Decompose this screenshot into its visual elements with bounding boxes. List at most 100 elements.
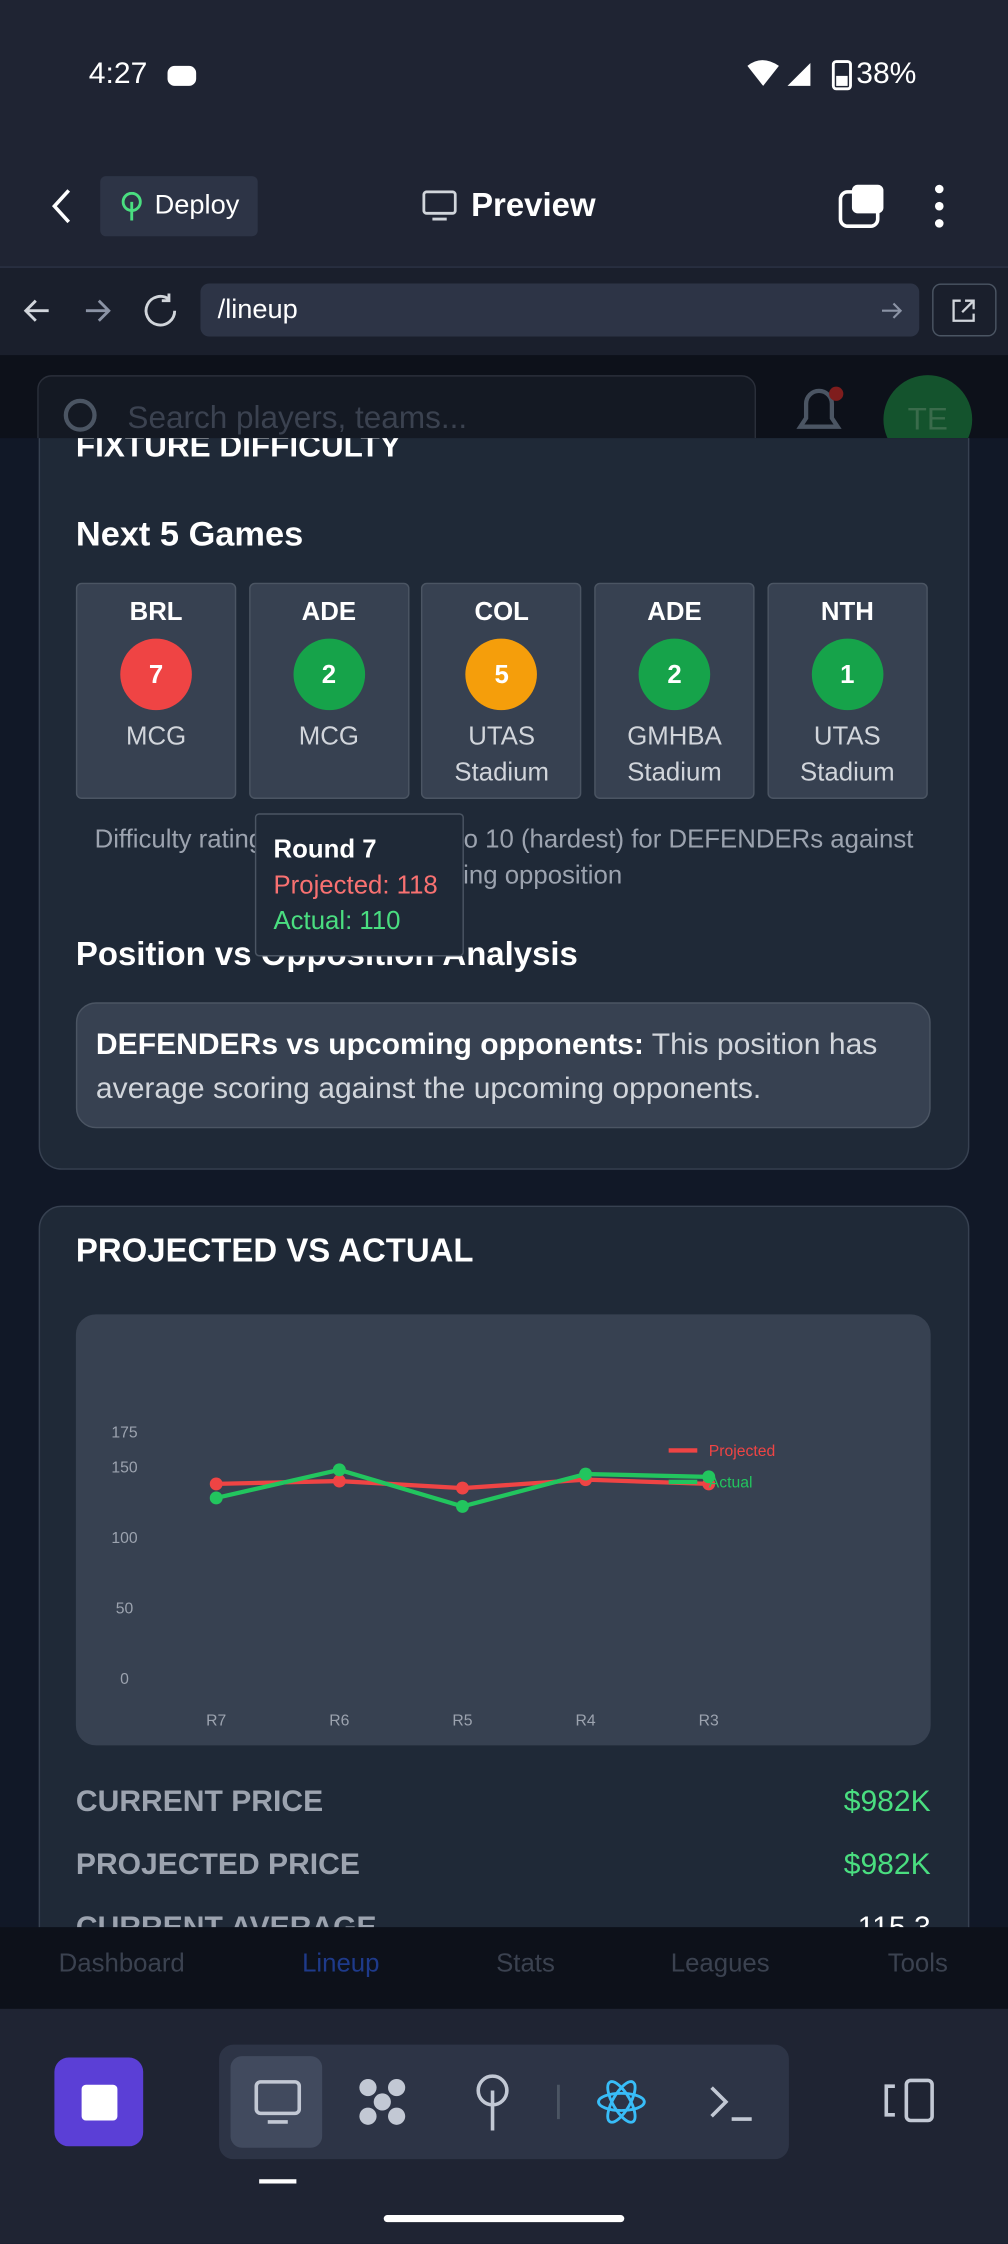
tab-indicator [259, 2179, 297, 2184]
price-label: CURRENT AVERAGE [76, 1911, 377, 1927]
url-field[interactable]: /lineup [200, 283, 920, 337]
x-tick-label: R3 [699, 1712, 719, 1729]
bottom-nav: Dashboard Lineup Stats Leagues Tools [0, 1927, 1008, 2009]
stop-button[interactable] [54, 2057, 144, 2147]
y-tick-label: 100 [111, 1530, 138, 1547]
y-tick-label: 175 [111, 1425, 138, 1442]
search-icon [63, 398, 97, 432]
fixture-venue: MCG [125, 721, 187, 751]
subtitle: Next 5 Games [75, 515, 304, 555]
y-tick-label: 0 [120, 1671, 129, 1688]
menu-button[interactable] [931, 183, 948, 229]
nav-item[interactable]: Tools [887, 1948, 948, 1978]
chart: 0 50 100 150 175 R7 R6 R5 R4 R3 Projected Actual [111, 1425, 775, 1730]
status-time: 4:27 [88, 57, 148, 91]
app-header: Search players, teams... TE [0, 355, 1008, 439]
fixture-team: ADE [647, 597, 702, 626]
go-icon [881, 302, 903, 319]
nav-buttons[interactable] [20, 293, 180, 328]
fixture-venue: GMHBA Stadium [627, 721, 722, 787]
analysis-label: DEFENDERs vs upcoming opponents: [95, 1028, 644, 1061]
tool-icons [254, 2074, 752, 2131]
content-inner: FIXTURE DIFFICULTY Next 5 Games BRL 7 MCG A… [0, 438, 1008, 1928]
difficulty-badge: 2 [638, 638, 711, 711]
legend-label: Actual [709, 1475, 753, 1492]
home-indicator [383, 2215, 625, 2223]
tooltip: Round 7 Projected: 118 Actual: 110 [254, 813, 464, 957]
x-tick-label: R5 [452, 1712, 472, 1729]
preview-icon [422, 190, 457, 221]
nav-item[interactable]: Dashboard [58, 1948, 185, 1978]
fixture-venue: UTAS Stadium [800, 721, 895, 787]
external-icon [952, 299, 975, 322]
fixture-team: ADE [301, 597, 357, 626]
x-tick-label: R6 [329, 1712, 349, 1729]
tooltip-title: Round 7 [273, 834, 377, 864]
price-value: 115.3 [858, 1911, 931, 1927]
battery-text: 38% [856, 57, 917, 91]
fixture: BRL 7 MCG [75, 582, 237, 799]
tabs-button[interactable] [838, 183, 887, 229]
chart-title: PROJECTED VS ACTUAL [75, 1231, 474, 1269]
point [209, 1491, 223, 1505]
back-button[interactable] [49, 186, 78, 226]
y-tick-label: 150 [111, 1460, 138, 1477]
fixture: COL 5 UTAS Stadium [421, 582, 582, 799]
status-icon [167, 65, 197, 86]
point [332, 1474, 346, 1488]
nav-item[interactable]: Leagues [670, 1948, 770, 1978]
avatar[interactable]: TE [883, 375, 973, 439]
y-tick-label: 50 [116, 1600, 134, 1617]
search-box[interactable]: Search players, teams... [37, 375, 756, 439]
difficulty-badge: 2 [293, 638, 365, 711]
difficulty-badge: 5 [465, 638, 538, 711]
point [579, 1467, 593, 1481]
url-text: /lineup [217, 294, 298, 326]
x-tick-label: R7 [206, 1712, 226, 1729]
deploy-label: Deploy [154, 190, 240, 221]
price-label: PROJECTED PRICE [75, 1848, 360, 1882]
difficulty-badge: 1 [811, 638, 884, 711]
status-icons [747, 60, 852, 91]
price-value: $982K [843, 1848, 931, 1882]
analysis-box: DEFENDERs vs upcoming opponents: This po… [75, 1002, 931, 1129]
tooltip-actual: Actual: 110 [273, 906, 401, 935]
search-placeholder: Search players, teams... [127, 399, 468, 436]
fixture: NTH 1 UTAS Stadium [767, 582, 928, 799]
deploy-button[interactable]: Deploy [100, 176, 258, 237]
nav-item[interactable]: Stats [496, 1948, 555, 1978]
caption: Difficulty rating from 1 (easiest) to 10… [94, 824, 914, 890]
tooltip-projected: Projected: 118 [273, 870, 438, 900]
fixture-team: COL [474, 597, 529, 626]
nav-item[interactable]: Lineup [302, 1948, 380, 1978]
fixture-team: BRL [129, 597, 183, 626]
x-tick-label: R4 [576, 1712, 596, 1729]
point [209, 1477, 223, 1491]
price-label: CURRENT PRICE [75, 1785, 324, 1819]
price-value: $982K [843, 1785, 931, 1819]
point [332, 1463, 346, 1477]
fixture-venue: MCG [298, 721, 359, 751]
deploy-icon [121, 191, 142, 221]
difficulty-badge: 7 [120, 638, 192, 711]
point [456, 1481, 469, 1495]
analysis-text: This position has average scoring agains… [95, 1028, 878, 1106]
tool-active[interactable] [230, 2056, 323, 2148]
stop-icon [81, 2084, 118, 2121]
point [702, 1470, 716, 1484]
bell[interactable] [795, 384, 847, 436]
fixture: ADE 2 GMHBA Stadium [594, 582, 755, 799]
tool-group [219, 2044, 789, 2160]
content: FIXTURE DIFFICULTY Next 5 Games BRL 7 MCG A… [0, 438, 1008, 1928]
card-title: FIXTURE DIFFICULTY [75, 438, 401, 464]
fixture: ADE 2 MCG [248, 582, 410, 799]
chart-box: 0 50 100 150 175 R7 R6 R5 R4 R3 Projected Actual [75, 1314, 931, 1746]
open-external[interactable] [932, 283, 997, 337]
fixture-team: NTH [820, 597, 874, 626]
ide-toolbar [0, 2008, 1008, 2244]
legend-label: Projected [709, 1443, 775, 1460]
fixture-venue: UTAS Stadium [454, 721, 549, 787]
device-toggle[interactable] [881, 2078, 938, 2124]
